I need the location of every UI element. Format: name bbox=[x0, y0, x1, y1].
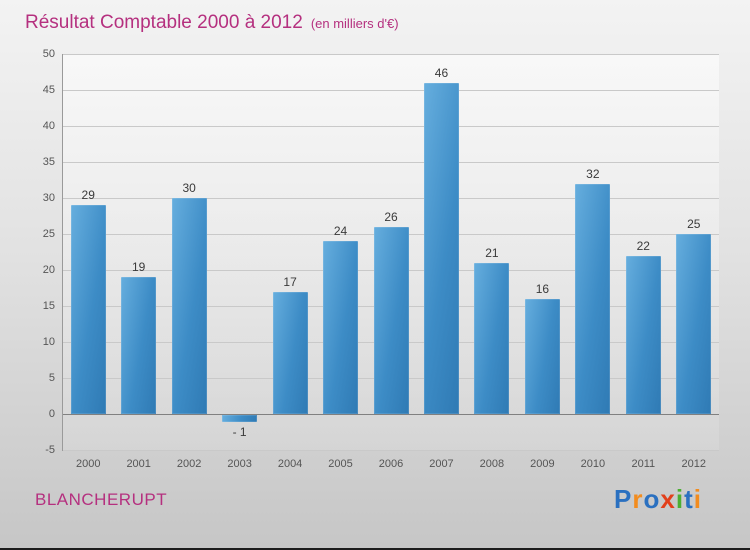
bar-value-label: 19 bbox=[132, 260, 146, 275]
bar-value-label: 25 bbox=[687, 217, 701, 231]
bar-value-label: 24 bbox=[333, 224, 348, 239]
x-tick-label: 2010 bbox=[580, 458, 606, 470]
bar-2009 bbox=[524, 298, 560, 414]
logo-letter: o bbox=[643, 484, 661, 514]
bar-value-label: 30 bbox=[182, 181, 196, 195]
gridline bbox=[63, 126, 719, 127]
bar-2001 bbox=[121, 277, 157, 414]
logo-letter: i bbox=[693, 484, 702, 514]
bar-2012 bbox=[676, 234, 712, 414]
logo-letter: r bbox=[632, 484, 644, 514]
bar-2004 bbox=[272, 291, 308, 414]
x-tick-label: 2011 bbox=[631, 458, 656, 470]
bar-value-label: 16 bbox=[535, 281, 550, 296]
bar-2008 bbox=[474, 262, 510, 414]
x-tick-label: 2004 bbox=[277, 458, 303, 470]
bar-2011 bbox=[625, 255, 661, 414]
y-tick-label: 50 bbox=[42, 48, 55, 60]
x-tick-label: 2012 bbox=[681, 458, 706, 470]
y-tick-label: 35 bbox=[42, 156, 55, 168]
y-tick-label: 15 bbox=[42, 300, 55, 312]
y-tick-label: 45 bbox=[42, 84, 55, 96]
y-tick-label: 0 bbox=[48, 408, 55, 420]
zero-line bbox=[63, 414, 719, 415]
gridline bbox=[63, 54, 719, 55]
y-tick-label: -5 bbox=[45, 444, 55, 456]
x-tick-label: 2002 bbox=[176, 458, 202, 470]
bar-2006 bbox=[373, 226, 409, 414]
bar-value-label: 32 bbox=[586, 166, 600, 181]
y-tick-label: 20 bbox=[42, 264, 55, 276]
x-tick-label: 2000 bbox=[75, 458, 101, 470]
chart-subtitle: (en milliers d'€) bbox=[310, 16, 399, 31]
gridline bbox=[63, 162, 719, 163]
bar-chart-plot-area: -5 0 5 10 15 20 25 30 35 40 45 50 29 2000 19 2001 30 2002… bbox=[43, 48, 719, 470]
bar-2010 bbox=[575, 183, 611, 414]
bar-2003 bbox=[222, 415, 258, 423]
logo-letter: x bbox=[660, 484, 676, 514]
proxiti-logo: Proxiti bbox=[614, 484, 702, 515]
x-tick-label: 2001 bbox=[126, 458, 151, 470]
company-name: BLANCHERUPT bbox=[35, 490, 168, 509]
logo-letter: t bbox=[684, 484, 694, 514]
y-tick-label: 10 bbox=[42, 336, 55, 348]
bar-value-label: 26 bbox=[384, 209, 398, 224]
y-tick-label: 30 bbox=[42, 192, 55, 204]
logo-letter: i bbox=[675, 484, 685, 514]
chart-title: Résultat Comptable 2000 à 2012 bbox=[25, 12, 303, 33]
x-tick-label: 2006 bbox=[378, 458, 404, 470]
bar-2007 bbox=[423, 82, 459, 414]
chart-header: Résultat Comptable 2000 à 2012 (en millie… bbox=[25, 12, 399, 34]
x-tick-label: 2008 bbox=[479, 458, 505, 470]
x-tick-label: 2009 bbox=[530, 458, 555, 470]
bar-value-label: 29 bbox=[81, 188, 95, 203]
bar-value-label: 22 bbox=[636, 238, 650, 253]
bar-2005 bbox=[323, 241, 359, 414]
bar-value-label: 46 bbox=[434, 65, 449, 80]
x-tick-label: 2007 bbox=[429, 458, 454, 470]
bar-value-label: - 1 bbox=[232, 425, 247, 440]
bottom-border bbox=[0, 548, 750, 550]
gridline bbox=[63, 198, 719, 199]
gridline bbox=[63, 450, 719, 451]
logo-letter: P bbox=[614, 484, 633, 514]
bar-value-label: 17 bbox=[283, 274, 297, 289]
x-tick-label: 2005 bbox=[328, 458, 353, 470]
gridline bbox=[63, 90, 719, 91]
x-tick-label: 2003 bbox=[227, 458, 252, 470]
y-tick-label: 5 bbox=[48, 372, 55, 384]
bar-value-label: 21 bbox=[485, 245, 499, 260]
y-tick-label: 40 bbox=[42, 120, 55, 132]
bar-2002 bbox=[171, 198, 207, 414]
y-tick-label: 25 bbox=[42, 228, 55, 240]
bar-2000 bbox=[70, 205, 106, 414]
